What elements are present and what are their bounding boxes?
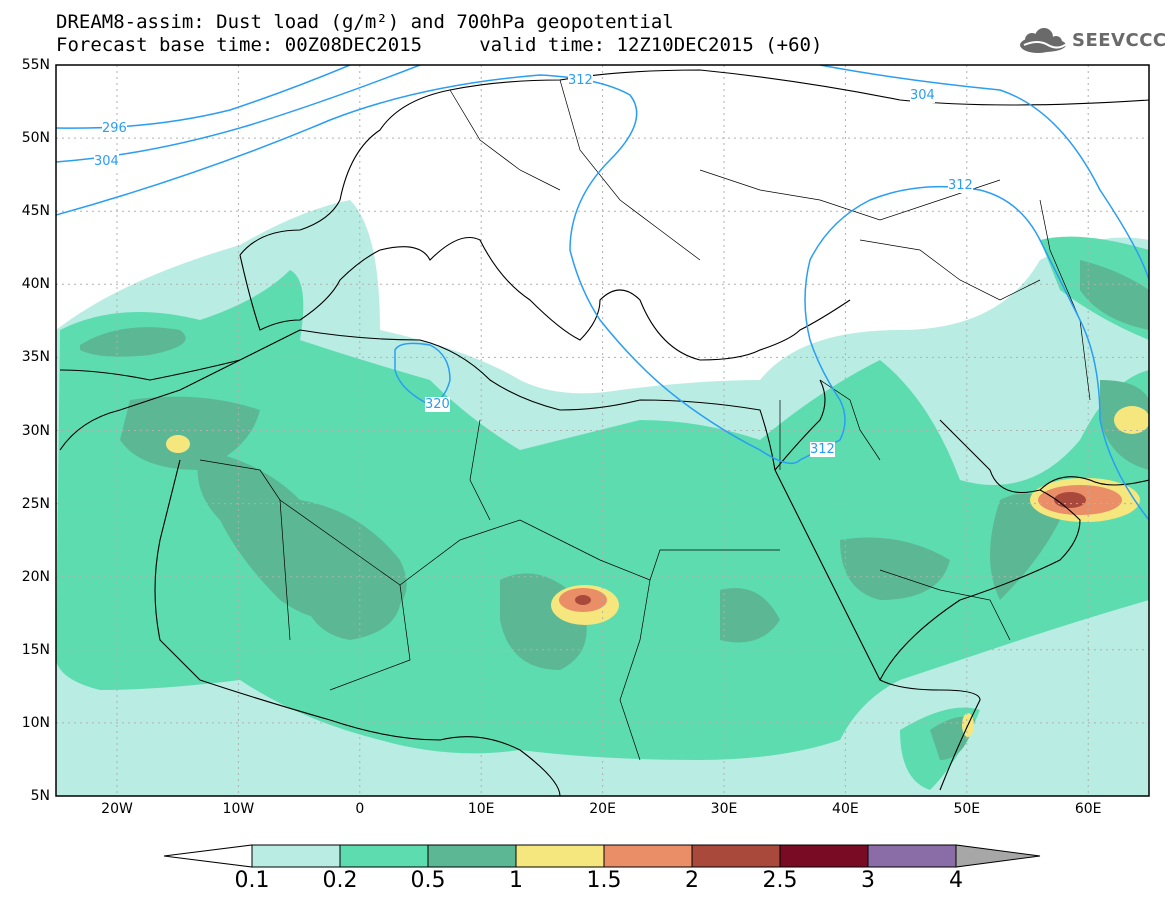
lon-tick-label: 0 — [355, 801, 365, 817]
contour-label: 312 — [568, 73, 593, 88]
lat-tick-label: 45N — [21, 203, 50, 220]
lon-tick-label: 60E — [1074, 801, 1102, 817]
contour-label: 312 — [810, 442, 835, 457]
lat-tick-label: 25N — [21, 495, 50, 512]
colorbar-swatch — [779, 844, 869, 868]
map-subtitle: Forecast base time: 00Z08DEC2015 valid t… — [56, 34, 823, 56]
coastlines — [59, 69, 1149, 796]
colorbar-tick-label: 1.5 — [586, 868, 622, 893]
colorbar-swatch — [427, 844, 517, 868]
colorbar-tick-label: 2.5 — [762, 868, 798, 893]
colorbar-swatch — [691, 844, 781, 868]
lon-tick-label: 30E — [710, 801, 738, 817]
lat-tick-label: 50N — [21, 130, 50, 147]
colorbar-tick-label: 2 — [685, 868, 699, 893]
lon-tick-label: 50E — [953, 801, 981, 817]
map-border — [55, 64, 1150, 797]
lon-tick-label: 20W — [101, 801, 133, 817]
colorbar-swatch — [251, 844, 341, 868]
map-title: DREAM8-assim: Dust load (g/m²) and 700hP… — [56, 11, 674, 33]
colorbar-tick-label: 0.5 — [410, 868, 446, 893]
colorbar-swatch — [339, 844, 429, 868]
lon-tick-label: 10W — [222, 801, 255, 817]
lat-tick-label: 15N — [21, 641, 50, 658]
lat-tick-label: 10N — [21, 714, 50, 731]
colorbar-tick-label: 0.2 — [322, 868, 358, 893]
lon-tick-label: 40E — [832, 801, 859, 817]
colorbar-tick-label: 1 — [509, 868, 523, 893]
lat-tick-label: 30N — [21, 422, 50, 439]
lat-tick-label: 5N — [30, 788, 50, 804]
lat-tick-label: 20N — [21, 568, 50, 585]
map-area — [56, 65, 1149, 796]
dust-shade-0.5 — [80, 260, 1149, 760]
borders — [199, 79, 1091, 761]
seevccc-logo — [1020, 28, 1069, 53]
contour-label: 304 — [94, 154, 119, 169]
lat-tick-label: 40N — [21, 276, 50, 293]
colorbar-tick-label: 3 — [861, 868, 875, 893]
lon-tick-label: 10E — [467, 801, 495, 817]
contour-label: 320 — [425, 397, 450, 412]
lat-tick-label: 35N — [21, 349, 50, 366]
colorbar-over-arrow — [955, 844, 1041, 868]
colorbar-swatch — [867, 844, 957, 868]
colorbar-tick-label: 4 — [949, 868, 963, 893]
lat-tick-label: 55N — [21, 57, 50, 73]
colorbar-tick-label: 0.1 — [234, 868, 270, 893]
contour-label: 304 — [910, 88, 935, 103]
colorbar-swatch — [515, 844, 605, 868]
colorbar-swatch — [603, 844, 693, 868]
logo-text: SEEVCCC — [1072, 30, 1165, 51]
contour-label: 296 — [102, 121, 127, 136]
colorbar-under-arrow — [163, 844, 253, 868]
contour-label: 312 — [948, 178, 973, 193]
lon-tick-label: 20E — [589, 801, 616, 817]
